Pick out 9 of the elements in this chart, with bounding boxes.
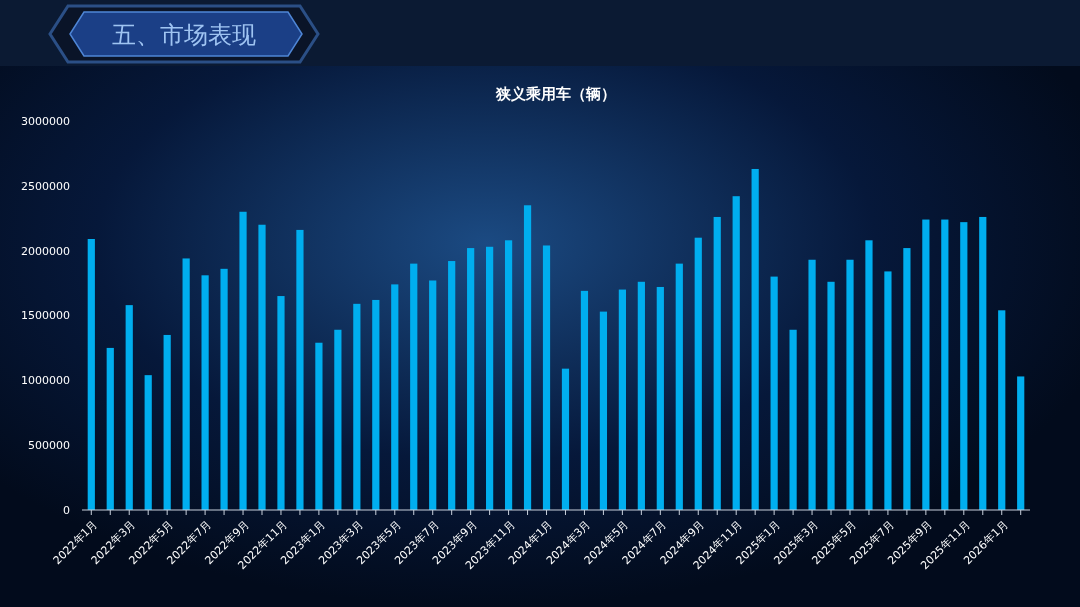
y-tick-label: 500000 <box>28 439 70 453</box>
y-tick-label: 2500000 <box>21 179 70 193</box>
y-tick-label: 2000000 <box>21 244 70 258</box>
y-tick-label: 0 <box>63 503 70 517</box>
y-tick-label: 3000000 <box>21 114 70 128</box>
y-tick-label: 1000000 <box>21 374 70 388</box>
y-tick-label: 1500000 <box>21 309 70 323</box>
chart-title: 狭义乘用车（辆） <box>495 85 616 103</box>
text: 五、市场表现 <box>112 21 256 49</box>
